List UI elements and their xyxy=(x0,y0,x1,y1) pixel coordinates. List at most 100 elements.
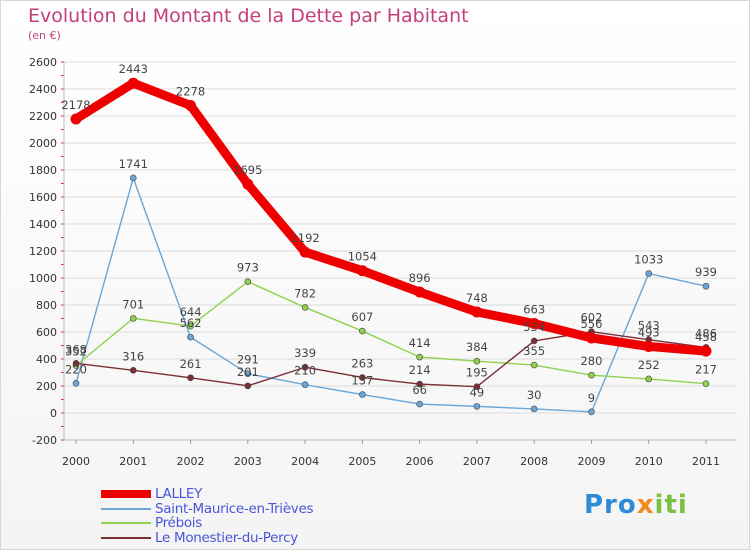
data-point xyxy=(585,332,597,344)
legend-swatch-monestier xyxy=(101,536,151,539)
data-point xyxy=(301,304,309,311)
x-tick-label: 2002 xyxy=(177,455,205,468)
data-label: 663 xyxy=(523,302,545,316)
data-point xyxy=(473,403,481,410)
data-label: 252 xyxy=(638,358,660,372)
data-label: 66 xyxy=(412,383,427,397)
y-tick-label: 0 xyxy=(50,407,57,420)
y-tick-label: 2600 xyxy=(29,56,57,69)
y-tick-label: 1600 xyxy=(29,191,57,204)
data-label: 1054 xyxy=(348,250,377,264)
legend-label: Saint-Maurice-en-Trièves xyxy=(155,500,314,517)
data-point xyxy=(588,408,595,416)
x-tick-label: 2006 xyxy=(406,455,434,468)
x-tick-label: 2009 xyxy=(577,455,605,468)
series-line xyxy=(75,280,707,385)
data-label: 1033 xyxy=(634,253,663,267)
x-tick-label: 2010 xyxy=(635,455,663,468)
data-label: 414 xyxy=(409,336,431,350)
data-label: 701 xyxy=(122,297,144,311)
data-point xyxy=(528,317,540,329)
y-tick-label: 2000 xyxy=(29,137,57,150)
data-label: 210 xyxy=(294,364,316,378)
data-label: 201 xyxy=(237,365,259,379)
series-line xyxy=(71,78,711,356)
data-point xyxy=(473,357,481,365)
y-tick-label: 1800 xyxy=(29,164,57,177)
data-label: 261 xyxy=(180,357,202,371)
y-tick-label: 1200 xyxy=(29,245,57,258)
data-label: 562 xyxy=(180,316,202,330)
data-point xyxy=(416,353,423,361)
data-point xyxy=(700,345,712,357)
data-point xyxy=(187,322,194,330)
x-tick-label: 2004 xyxy=(291,455,319,468)
data-label: 458 xyxy=(695,330,717,344)
data-label: 493 xyxy=(638,325,660,339)
data-label: 195 xyxy=(466,366,488,380)
data-point xyxy=(588,371,595,379)
data-point xyxy=(359,391,366,398)
data-label: 280 xyxy=(580,354,602,368)
data-label: 748 xyxy=(466,291,488,305)
data-point xyxy=(129,174,137,182)
legend-label: Prébois xyxy=(155,515,202,531)
data-label: 316 xyxy=(122,349,144,363)
data-point xyxy=(702,380,710,388)
data-label: 1192 xyxy=(290,231,319,245)
data-label: 214 xyxy=(409,363,431,377)
data-point xyxy=(70,113,82,125)
legend-item-monestier: Le Monestier-du-Percy xyxy=(101,529,401,546)
legend-label: Le Monestier-du-Percy xyxy=(155,529,298,546)
data-label: 1741 xyxy=(119,157,148,171)
x-tick-label: 2008 xyxy=(520,455,548,468)
data-point xyxy=(127,77,139,89)
y-tick-label: 1000 xyxy=(29,272,57,285)
data-label: 2178 xyxy=(61,98,90,112)
data-point xyxy=(244,382,252,390)
data-label: 486 xyxy=(695,326,717,340)
y-tick-label: 200 xyxy=(36,380,57,393)
data-label: 607 xyxy=(351,310,373,324)
data-point xyxy=(471,306,483,318)
data-point xyxy=(416,400,423,408)
data-point xyxy=(129,367,137,374)
data-point xyxy=(244,278,252,285)
y-tick-label: 1400 xyxy=(29,218,57,231)
data-label: 534 xyxy=(523,320,545,334)
data-label: 644 xyxy=(180,305,202,319)
y-tick-label: 400 xyxy=(36,353,57,366)
data-label: 220 xyxy=(65,362,87,376)
x-tick-label: 2003 xyxy=(234,455,262,468)
chart-unit: (en €) xyxy=(28,29,61,42)
data-label: 1695 xyxy=(233,163,262,177)
x-tick-label: 2007 xyxy=(463,455,491,468)
data-label: 339 xyxy=(294,346,316,360)
data-label: 2278 xyxy=(176,84,205,98)
data-label: 2443 xyxy=(119,62,148,76)
legend-swatch-prebois xyxy=(101,522,151,525)
data-label: 30 xyxy=(527,388,542,402)
y-tick-label: 600 xyxy=(36,326,57,339)
data-point xyxy=(187,374,194,382)
data-point xyxy=(244,370,252,378)
legend-swatch-saint-maurice xyxy=(101,507,151,510)
data-label: 352 xyxy=(65,344,87,358)
data-label: 137 xyxy=(351,374,373,388)
legend-label: LALLEY xyxy=(155,486,203,502)
data-label: 384 xyxy=(466,340,488,354)
data-label: 9 xyxy=(588,391,595,405)
y-tick-label: 2200 xyxy=(29,110,57,123)
proxiti-logo: Proxiti xyxy=(584,490,688,520)
x-tick-label: 2000 xyxy=(62,455,90,468)
x-tick-label: 2005 xyxy=(348,455,376,468)
data-point xyxy=(702,282,710,290)
data-label: 782 xyxy=(294,286,316,300)
data-label: 263 xyxy=(351,356,373,370)
series-line xyxy=(75,331,707,388)
data-point xyxy=(416,380,423,388)
legend-item-lalley: LALLEY xyxy=(101,486,401,502)
data-point xyxy=(72,379,80,387)
legend: LALLEY Saint-Maurice-en-Trièves Prébois … xyxy=(101,486,401,546)
